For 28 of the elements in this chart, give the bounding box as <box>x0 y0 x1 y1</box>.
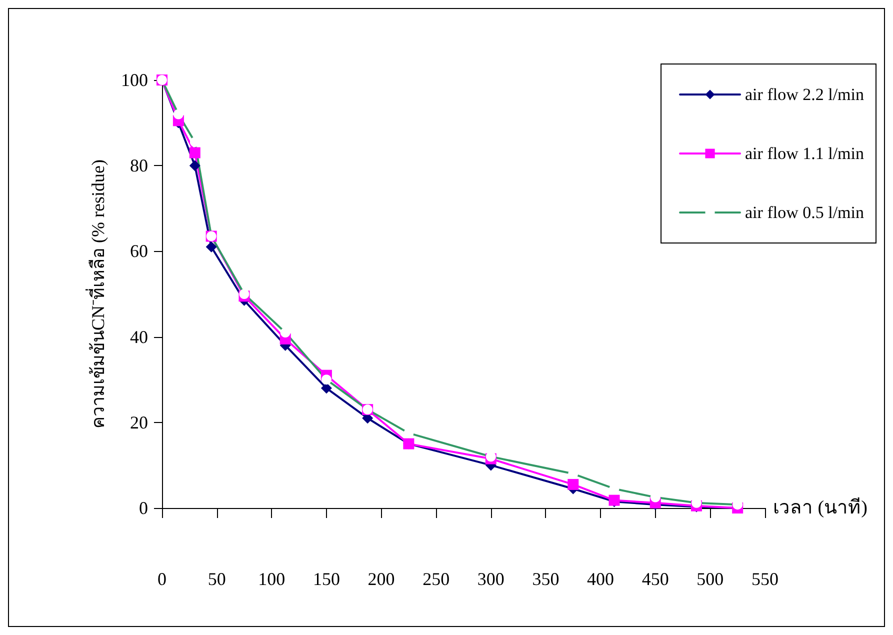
x-tick-label: 500 <box>696 569 724 589</box>
y-tick-label: 40 <box>130 326 148 347</box>
x-tick-label: 100 <box>258 569 286 589</box>
x-tick-label: 550 <box>752 569 778 589</box>
x-tick-label: 300 <box>477 569 504 589</box>
point <box>320 382 332 394</box>
y-tick-label: 20 <box>130 412 148 432</box>
x-axis-title: เวลา (นาที) <box>773 496 868 518</box>
y-tick-label: 60 <box>130 241 148 262</box>
legend-label: air flow 2.2 l/min <box>745 85 864 104</box>
legend-label: air flow 0.5 l/min <box>745 203 864 222</box>
x-tick-label: 400 <box>587 569 614 589</box>
point <box>206 241 217 252</box>
y-tick-label: 0 <box>139 498 148 518</box>
x-tick-label: 350 <box>532 569 560 589</box>
x-tick-label: 250 <box>422 569 450 589</box>
x-tick-label: 50 <box>208 569 226 589</box>
x-tick-label: 0 <box>158 569 166 589</box>
y-tick-label: 80 <box>130 156 148 176</box>
point <box>568 478 579 490</box>
x-tick-label: 200 <box>368 569 395 589</box>
x-tick-label: 450 <box>642 569 669 589</box>
x-tick-label: 150 <box>312 569 340 589</box>
point <box>189 160 200 172</box>
legend-label: air flow 1.1 l/min <box>745 144 864 163</box>
y-axis-title: ความเข้มข้นCN⁻ที่เหลือ (% residue) <box>85 160 108 428</box>
point <box>189 147 200 158</box>
y-tick-label: 100 <box>121 70 148 90</box>
